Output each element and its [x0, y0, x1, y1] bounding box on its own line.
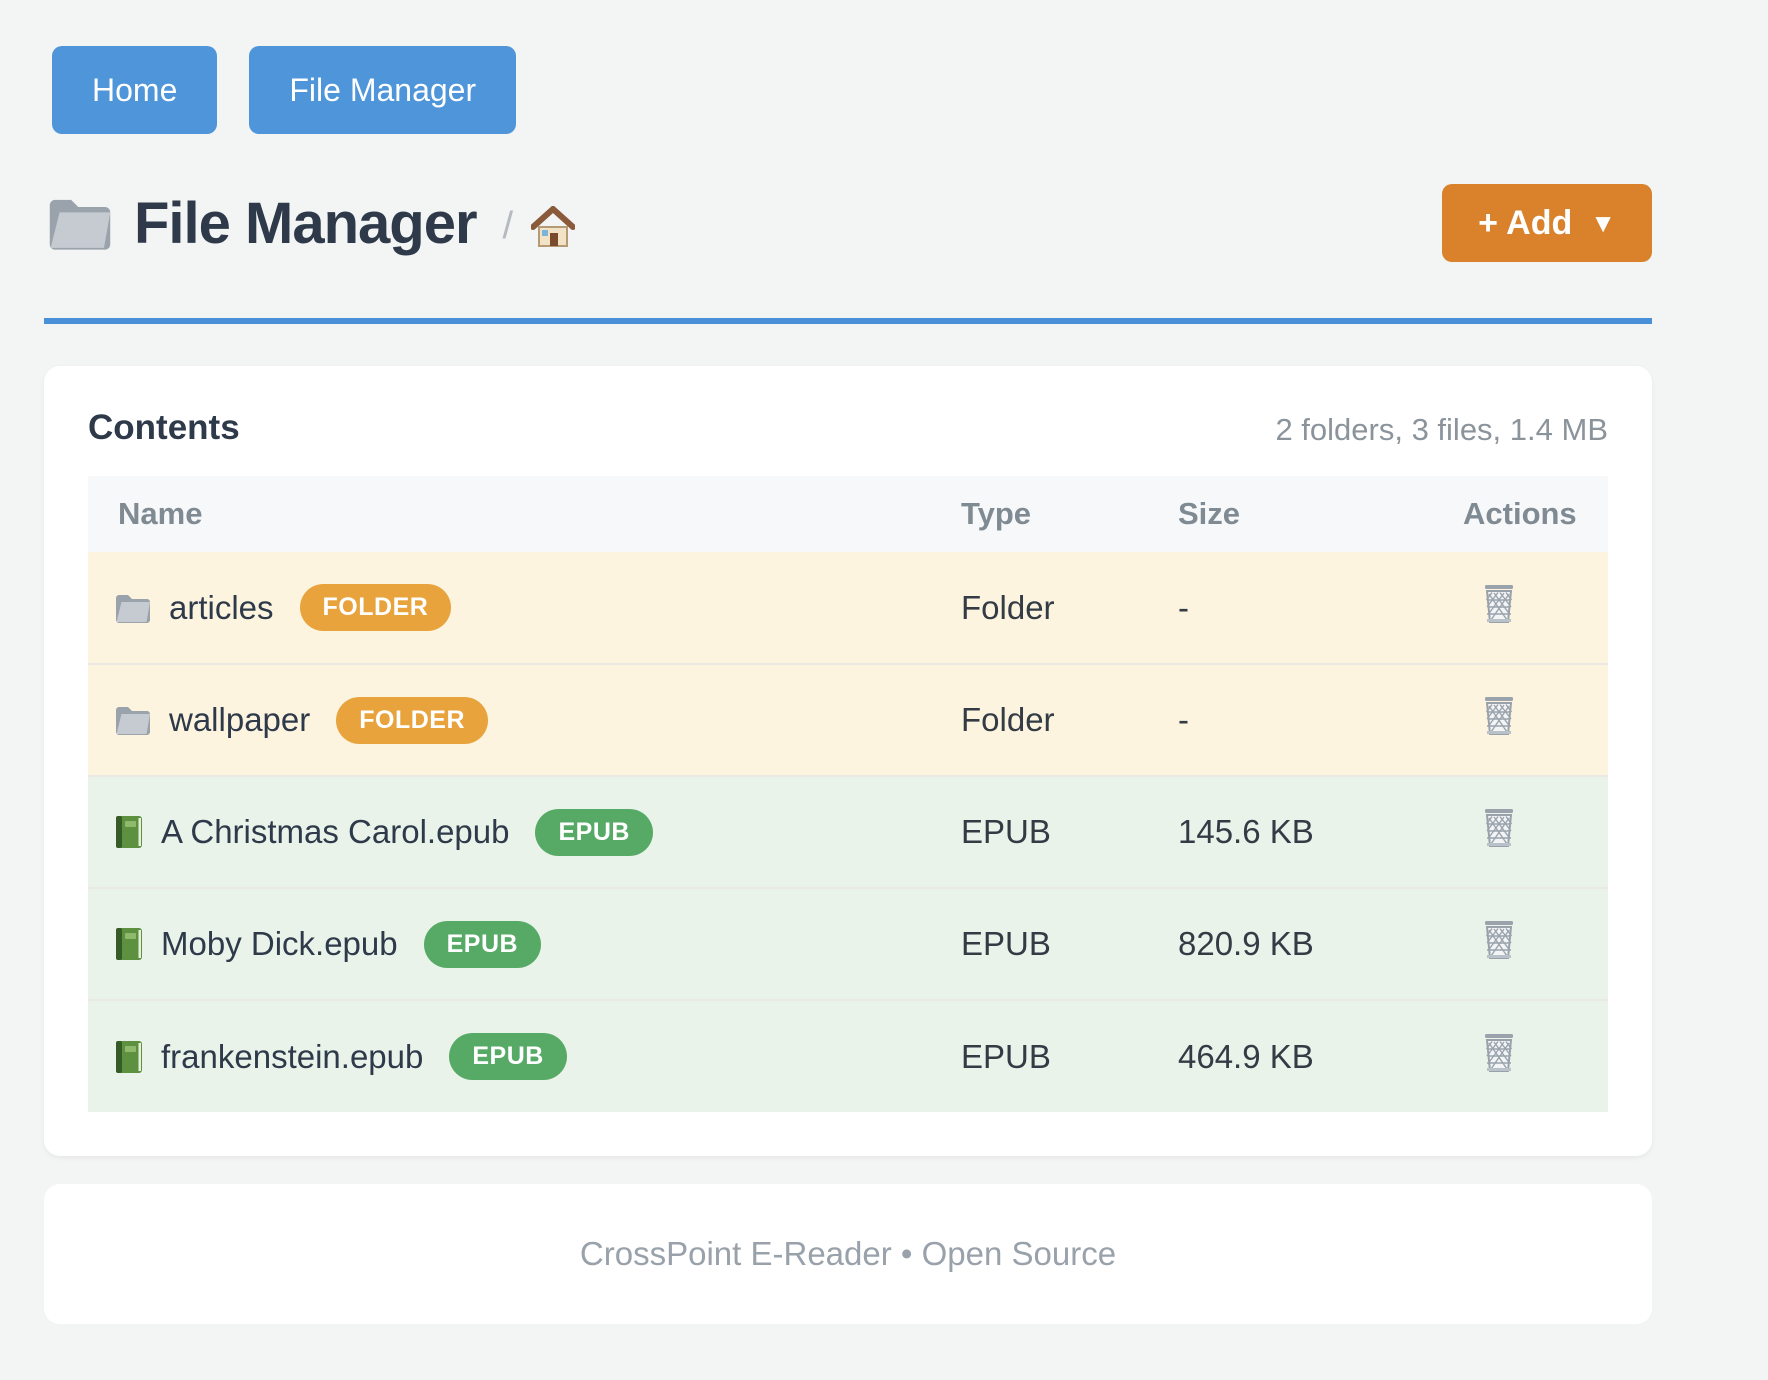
size-cell: -	[1178, 663, 1463, 776]
add-button[interactable]: + Add ▼	[1442, 184, 1652, 262]
contents-heading: Contents	[88, 408, 240, 447]
contents-summary: 2 folders, 3 files, 1.4 MB	[1275, 412, 1608, 447]
table-row[interactable]: A Christmas Carol.epub EPUB EPUB 145.6 K…	[88, 775, 1608, 888]
trash-icon	[1481, 695, 1517, 737]
contents-table: Name Type Size Actions articles FOLDER F	[88, 476, 1608, 1112]
title-divider	[44, 318, 1652, 324]
table-row[interactable]: articles FOLDER Folder -	[88, 552, 1608, 664]
type-badge: EPUB	[449, 1033, 567, 1080]
type-badge: FOLDER	[336, 696, 489, 744]
size-cell: -	[1178, 588, 1189, 626]
column-header-name: Name	[88, 476, 961, 552]
home-icon[interactable]	[531, 206, 576, 248]
type-cell: EPUB	[961, 999, 1178, 1112]
file-name[interactable]: Moby Dick.epub	[161, 925, 398, 962]
table-header-row: Name Type Size Actions	[88, 476, 1608, 552]
nav-file-manager-button[interactable]: File Manager	[249, 46, 517, 134]
page-header: File Manager / + Add ▼	[48, 184, 1652, 262]
size-cell: 464.9 KB	[1178, 999, 1463, 1112]
type-cell: Folder	[961, 663, 1178, 776]
table-row[interactable]: Moby Dick.epub EPUB EPUB 820.9 KB	[88, 887, 1608, 1000]
file-name[interactable]: wallpaper	[169, 701, 311, 738]
folder-icon	[115, 593, 151, 623]
folder-icon	[48, 196, 112, 250]
type-badge: EPUB	[423, 920, 542, 968]
table-row[interactable]: frankenstein.epub EPUB EPUB 464.9 KB	[88, 999, 1608, 1112]
delete-button[interactable]	[1481, 807, 1517, 849]
breadcrumb-separator: /	[502, 204, 514, 247]
delete-button[interactable]	[1481, 919, 1517, 961]
file-name[interactable]: frankenstein.epub	[161, 1037, 424, 1075]
add-button-label: + Add	[1478, 203, 1573, 242]
contents-card-header: Contents 2 folders, 3 files, 1.4 MB	[88, 408, 1608, 448]
book-icon	[115, 926, 143, 962]
contents-card: Contents 2 folders, 3 files, 1.4 MB Name…	[44, 366, 1652, 1156]
type-cell: EPUB	[961, 887, 1178, 1000]
delete-button[interactable]	[1481, 1032, 1517, 1074]
trash-icon	[1481, 583, 1517, 625]
column-header-size: Size	[1178, 476, 1463, 552]
nav-home-button[interactable]: Home	[52, 46, 218, 134]
trash-icon	[1481, 919, 1517, 961]
type-cell: Folder	[961, 588, 1055, 626]
size-cell: 145.6 KB	[1178, 775, 1463, 888]
type-badge: EPUB	[535, 808, 653, 856]
delete-button[interactable]	[1481, 695, 1517, 737]
top-nav: Home File Manager	[0, 0, 1768, 134]
type-badge: FOLDER	[299, 584, 452, 631]
book-icon	[115, 1039, 143, 1075]
column-header-type: Type	[961, 476, 1178, 552]
trash-icon	[1481, 1032, 1517, 1074]
book-icon	[115, 814, 143, 850]
delete-button[interactable]	[1481, 583, 1517, 625]
folder-icon	[115, 705, 151, 735]
size-cell: 820.9 KB	[1178, 887, 1463, 1000]
caret-down-icon: ▼	[1590, 208, 1616, 238]
file-name[interactable]: articles	[169, 588, 274, 626]
page-title: File Manager	[134, 190, 478, 256]
table-row[interactable]: wallpaper FOLDER Folder -	[88, 663, 1608, 776]
title-wrap: File Manager /	[48, 190, 576, 257]
file-name[interactable]: A Christmas Carol.epub	[161, 813, 510, 850]
type-cell: EPUB	[961, 775, 1178, 888]
contents-table-body: articles FOLDER Folder -	[88, 552, 1608, 1112]
footer-card: CrossPoint E-Reader • Open Source	[44, 1184, 1652, 1324]
trash-icon	[1481, 807, 1517, 849]
column-header-actions: Actions	[1463, 476, 1608, 552]
footer-text: CrossPoint E-Reader • Open Source	[579, 1235, 1117, 1272]
